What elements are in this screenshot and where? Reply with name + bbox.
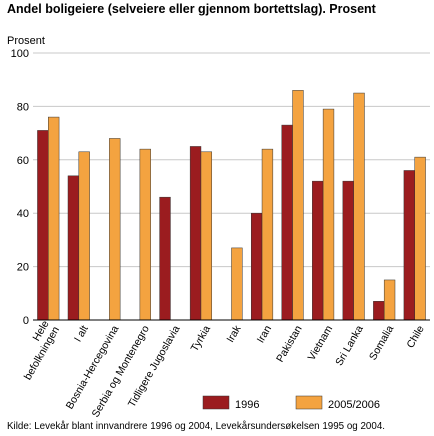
bar-1996 bbox=[373, 301, 385, 321]
y-tick-label: 80 bbox=[17, 101, 29, 113]
bar-1996 bbox=[250, 212, 263, 321]
bar-2005/2006 bbox=[322, 108, 335, 321]
x-tick-label: Serbia og Montenegro bbox=[90, 323, 152, 419]
x-tick-label: Helebefolkningen bbox=[11, 318, 62, 382]
y-axis-label: Prosent bbox=[7, 35, 45, 47]
x-tick-label: Somalia bbox=[367, 323, 396, 362]
x-tick-label: Irak bbox=[224, 323, 244, 345]
bar-1996 bbox=[159, 196, 171, 321]
y-tick-label: 100 bbox=[11, 48, 29, 60]
bar-1996 bbox=[342, 180, 354, 321]
y-tick-label: 60 bbox=[17, 155, 29, 167]
bar-2005/2006 bbox=[353, 92, 365, 321]
bar-1996 bbox=[37, 130, 49, 321]
y-tick-label: 20 bbox=[17, 262, 29, 274]
legend-label: 2005/2006 bbox=[328, 399, 380, 411]
legend-label: 1996 bbox=[235, 399, 259, 411]
bar-1996 bbox=[189, 146, 202, 321]
x-tick-label: I alt bbox=[72, 323, 91, 344]
x-tick-label: Tyrkia bbox=[189, 323, 213, 353]
x-tick-label: Iran bbox=[255, 323, 275, 345]
bar-2005/2006 bbox=[109, 138, 121, 321]
bar-2005/2006 bbox=[48, 116, 60, 321]
y-tick-label: 0 bbox=[23, 315, 29, 327]
bar-2005/2006 bbox=[78, 151, 90, 321]
bar-2005/2006 bbox=[139, 148, 151, 321]
bar-1996 bbox=[67, 175, 80, 321]
x-tick-label: Sri Lanka bbox=[333, 323, 366, 368]
bar-2005/2006 bbox=[231, 247, 243, 321]
source-note: Kilde: Levekår blant innvandrere 1996 og… bbox=[7, 421, 385, 432]
x-tick-label: Vietnam bbox=[306, 323, 336, 362]
y-tick-label: 40 bbox=[17, 208, 29, 220]
legend-swatch bbox=[202, 395, 230, 410]
bar-2005/2006 bbox=[414, 156, 426, 321]
x-tick-label: Pakistan bbox=[274, 323, 305, 364]
bar-2005/2006 bbox=[383, 279, 396, 321]
legend-swatch bbox=[295, 395, 323, 410]
bar-2005/2006 bbox=[261, 148, 274, 321]
chart-title: Andel boligeiere (selveiere eller gjenno… bbox=[7, 2, 376, 16]
bar-1996 bbox=[281, 124, 293, 321]
bar-1996 bbox=[403, 170, 415, 321]
x-tick-label: Chile bbox=[404, 323, 426, 350]
bar-2005/2006 bbox=[292, 90, 304, 321]
bar-1996 bbox=[312, 180, 324, 321]
bar-2005/2006 bbox=[200, 151, 213, 321]
